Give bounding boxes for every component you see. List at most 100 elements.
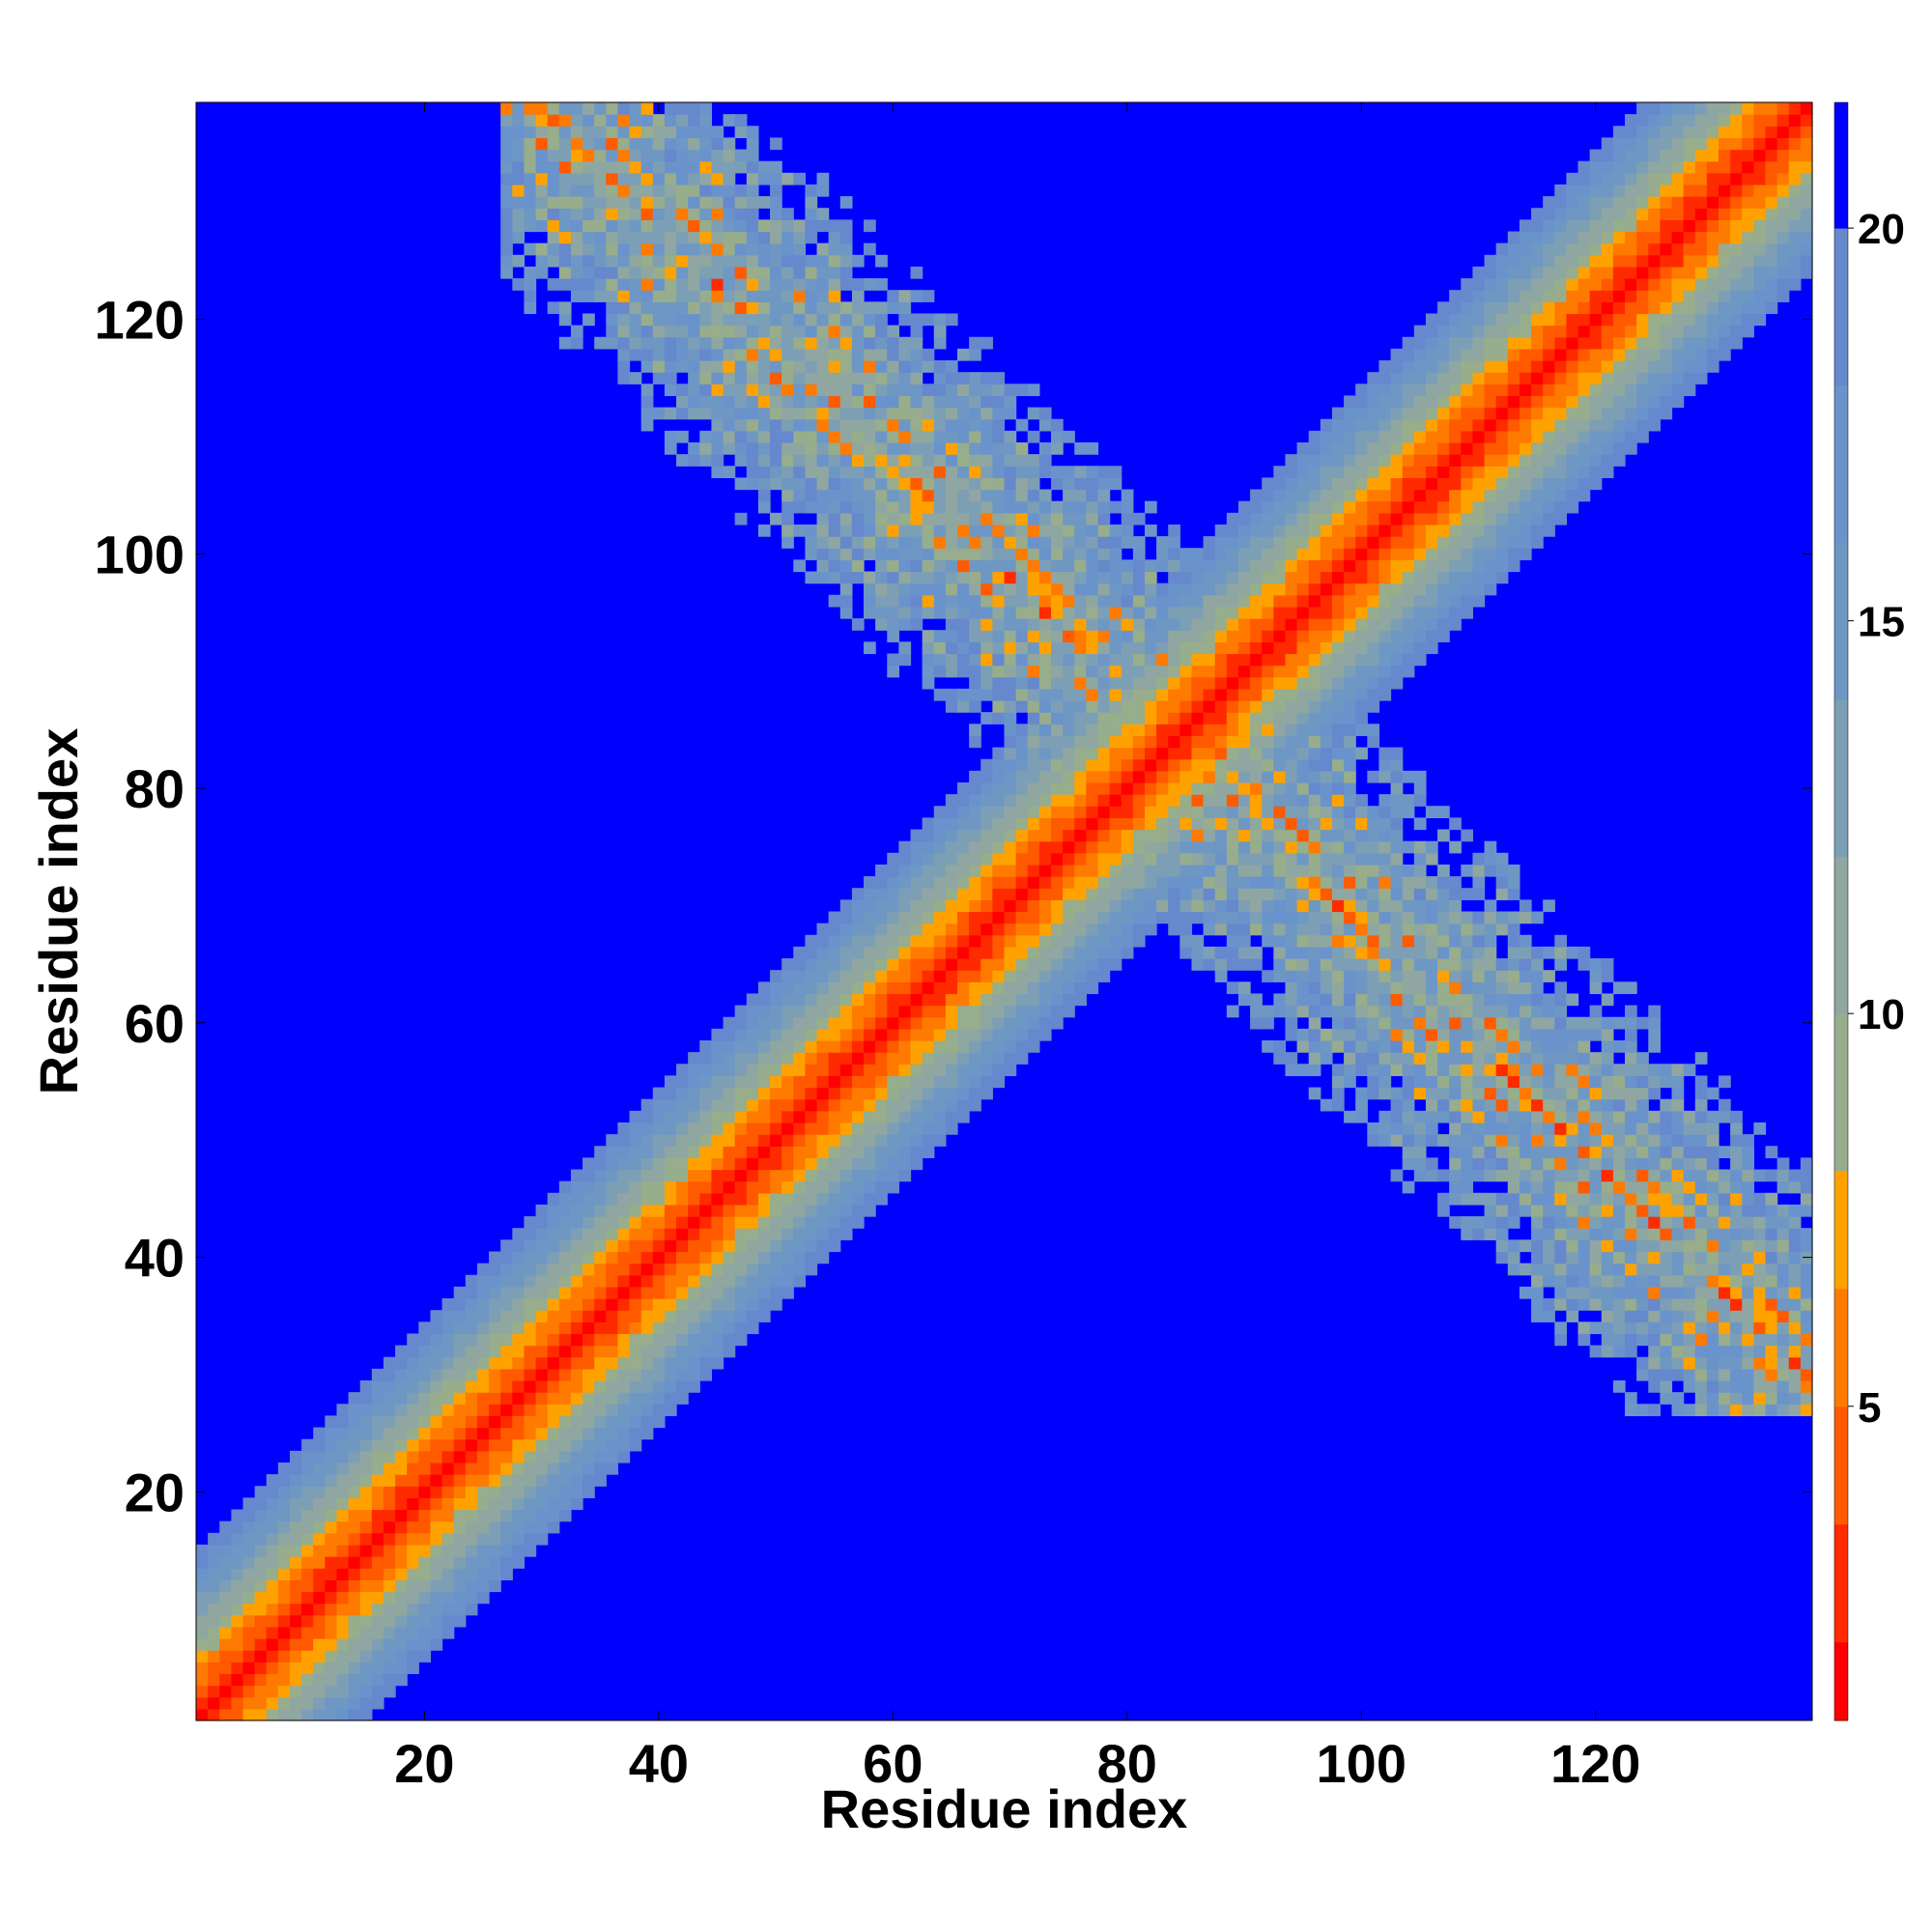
heatmap-cell bbox=[1027, 899, 1040, 913]
heatmap-cell bbox=[1203, 688, 1216, 701]
heatmap-cell bbox=[1331, 512, 1345, 526]
heatmap-cell bbox=[1413, 653, 1427, 667]
heatmap-cell bbox=[1063, 888, 1075, 900]
heatmap-cell bbox=[242, 1626, 256, 1639]
heatmap-cell bbox=[1214, 594, 1228, 608]
heatmap-cell bbox=[1237, 829, 1251, 842]
heatmap-cell bbox=[1331, 993, 1345, 1007]
heatmap-cell bbox=[922, 1110, 935, 1123]
heatmap-cell bbox=[793, 1005, 806, 1018]
heatmap-cell bbox=[1413, 571, 1427, 584]
heatmap-cell bbox=[289, 1462, 302, 1475]
heatmap-cell bbox=[277, 1579, 291, 1593]
heatmap-cell bbox=[1273, 806, 1287, 818]
heatmap-cell bbox=[547, 301, 560, 315]
heatmap-cell bbox=[676, 208, 689, 220]
heatmap-cell bbox=[1262, 512, 1274, 526]
heatmap-cell bbox=[945, 618, 958, 631]
heatmap-cell bbox=[1074, 676, 1087, 690]
heatmap-cell bbox=[1449, 1157, 1462, 1171]
heatmap-cell bbox=[1038, 758, 1052, 772]
heatmap-cell bbox=[1378, 618, 1392, 631]
heatmap-cell bbox=[688, 254, 700, 268]
heatmap-cell bbox=[1413, 1169, 1427, 1182]
heatmap-cell bbox=[383, 1356, 396, 1370]
heatmap-cell bbox=[957, 993, 970, 1007]
heatmap-cell bbox=[699, 325, 713, 338]
heatmap-cell bbox=[816, 993, 830, 1007]
heatmap-cell bbox=[922, 548, 935, 560]
heatmap-cell bbox=[1004, 630, 1017, 642]
heatmap-cell bbox=[242, 1532, 256, 1546]
heatmap-cell bbox=[1296, 876, 1310, 889]
heatmap-cell bbox=[980, 536, 993, 549]
heatmap-cell bbox=[1285, 688, 1298, 701]
heatmap-cell bbox=[793, 348, 806, 361]
heatmap-cell bbox=[864, 489, 876, 502]
heatmap-cell bbox=[395, 1462, 408, 1475]
heatmap-cell bbox=[711, 278, 724, 291]
heatmap-cell bbox=[1203, 571, 1216, 584]
heatmap-cell bbox=[828, 395, 841, 409]
heatmap-cell bbox=[1331, 876, 1345, 889]
heatmap-cell bbox=[524, 1356, 537, 1370]
heatmap-cell bbox=[1038, 724, 1052, 737]
heatmap-cell bbox=[757, 1192, 771, 1206]
heatmap-cell bbox=[242, 1603, 256, 1616]
heatmap-cell bbox=[1296, 817, 1310, 831]
heatmap-cell bbox=[594, 1239, 607, 1253]
heatmap-cell bbox=[676, 1345, 689, 1358]
heatmap-cell bbox=[1109, 747, 1122, 760]
heatmap-cell bbox=[1425, 454, 1438, 467]
heatmap-cell bbox=[688, 1368, 700, 1381]
heatmap-cell bbox=[1273, 1040, 1287, 1053]
heatmap-cell bbox=[723, 1134, 736, 1147]
heatmap-cell bbox=[1461, 911, 1474, 924]
heatmap-cell bbox=[1355, 1016, 1368, 1030]
heatmap-cell bbox=[629, 266, 642, 279]
heatmap-cell bbox=[266, 1685, 279, 1698]
heatmap-cell bbox=[770, 1028, 782, 1041]
heatmap-cell bbox=[770, 1098, 782, 1112]
heatmap-cell bbox=[969, 876, 981, 889]
heatmap-cell bbox=[781, 1274, 794, 1288]
heatmap-cell bbox=[816, 1087, 830, 1100]
heatmap-cell bbox=[1344, 899, 1356, 913]
heatmap-cell bbox=[1413, 1146, 1427, 1158]
heatmap-cell bbox=[910, 934, 923, 948]
heatmap-cell bbox=[898, 641, 912, 655]
heatmap-cell bbox=[1331, 407, 1345, 420]
heatmap-cell bbox=[676, 325, 689, 338]
heatmap-cell bbox=[770, 278, 782, 291]
heatmap-cell bbox=[570, 1310, 583, 1322]
heatmap-cell bbox=[688, 1052, 700, 1065]
heatmap-cell bbox=[933, 594, 947, 608]
heatmap-cell bbox=[1038, 559, 1052, 573]
heatmap-cell bbox=[196, 1650, 209, 1662]
heatmap-cell bbox=[325, 1544, 338, 1557]
heatmap-cell bbox=[711, 196, 724, 209]
heatmap-cell bbox=[828, 360, 841, 373]
heatmap-cell bbox=[570, 1180, 583, 1194]
heatmap-cell bbox=[793, 1251, 806, 1264]
heatmap-cell bbox=[500, 1462, 513, 1475]
heatmap-cell bbox=[1074, 441, 1087, 455]
heatmap-cell bbox=[1097, 594, 1111, 608]
heatmap-cell bbox=[1367, 770, 1380, 783]
heatmap-cell bbox=[757, 172, 771, 185]
heatmap-cell bbox=[805, 1122, 818, 1135]
heatmap-cell bbox=[922, 993, 935, 1007]
heatmap-cell bbox=[558, 1239, 572, 1253]
heatmap-cell bbox=[875, 594, 888, 608]
heatmap-cell bbox=[969, 477, 981, 491]
heatmap-cell bbox=[1237, 852, 1251, 866]
heatmap-cell bbox=[1191, 934, 1205, 948]
heatmap-cell bbox=[465, 1368, 478, 1381]
heatmap-cell bbox=[1296, 899, 1310, 913]
heatmap-cell bbox=[512, 1298, 526, 1311]
heatmap-cell bbox=[805, 1064, 818, 1077]
heatmap-cell bbox=[1109, 724, 1122, 737]
heatmap-cell bbox=[781, 524, 794, 537]
heatmap-cell bbox=[688, 348, 700, 361]
heatmap-cell bbox=[395, 1404, 408, 1417]
